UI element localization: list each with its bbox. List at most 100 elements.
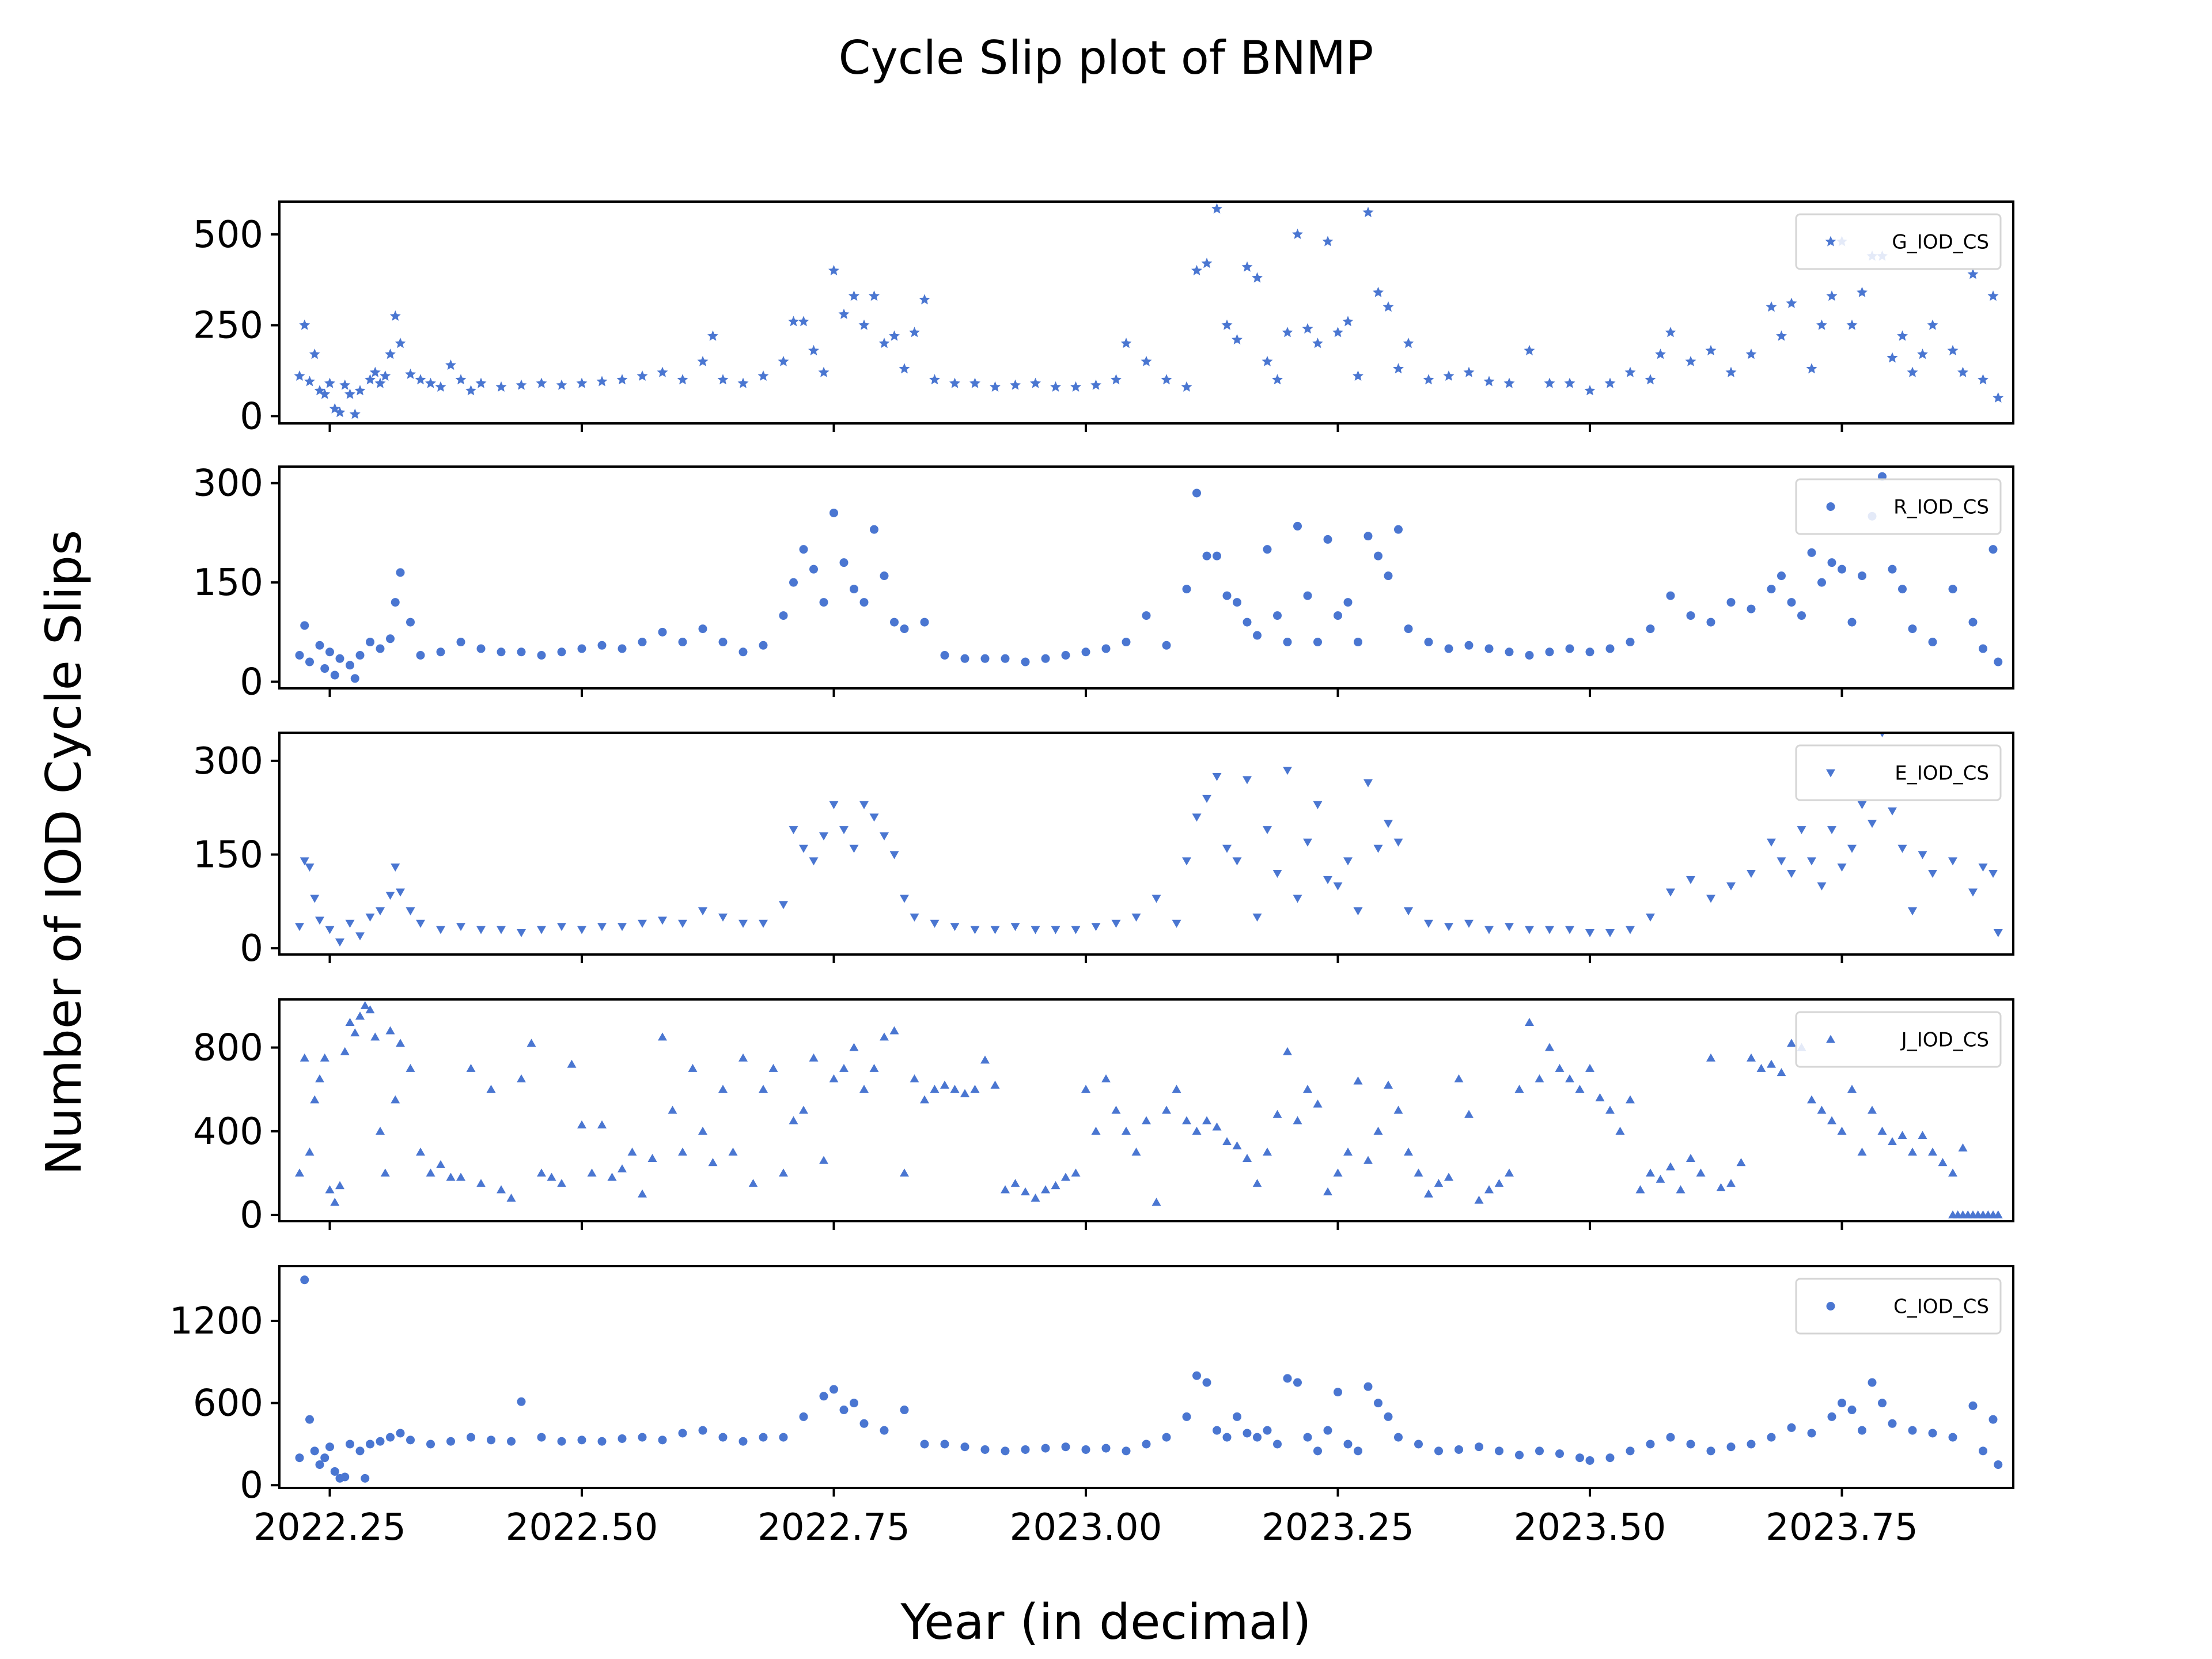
data-point <box>658 1435 667 1445</box>
data-point <box>345 919 355 928</box>
data-point <box>1404 907 1413 916</box>
x-tick-label: 2022.75 <box>757 1506 910 1549</box>
data-point <box>537 926 546 934</box>
data-point <box>658 916 667 925</box>
data-point <box>707 330 718 341</box>
data-point <box>960 1089 969 1097</box>
data-point <box>1090 379 1101 390</box>
data-point <box>880 1426 889 1435</box>
y-tick-label: 300 <box>193 463 263 505</box>
data-point <box>1252 913 1262 922</box>
data-point <box>1221 319 1233 330</box>
data-point <box>1545 926 1554 934</box>
legend-marker <box>1826 769 1835 778</box>
data-point <box>507 1437 516 1446</box>
data-point <box>819 1156 828 1164</box>
data-point <box>396 1429 405 1438</box>
y-tick-label: 600 <box>193 1382 263 1425</box>
data-point <box>396 888 405 897</box>
data-point <box>970 1085 980 1093</box>
data-point <box>577 1435 586 1445</box>
data-point <box>1706 618 1715 627</box>
data-point <box>1374 551 1382 560</box>
data-point <box>789 578 798 587</box>
data-point <box>738 1437 748 1446</box>
data-point <box>1394 525 1403 534</box>
data-point <box>1091 923 1101 931</box>
data-point <box>1384 1412 1393 1421</box>
data-point <box>527 1039 536 1047</box>
data-point <box>1302 323 1313 334</box>
data-point <box>506 1194 516 1202</box>
data-point <box>1927 319 1938 330</box>
axes-frame <box>278 200 2014 425</box>
data-point <box>587 1168 597 1177</box>
data-point <box>1967 268 1979 279</box>
data-point <box>1475 1442 1483 1452</box>
subplot-G_IOD_CS: 0 250 500 G_IOD_CS <box>193 200 2014 438</box>
data-point <box>1726 1179 1736 1187</box>
data-point <box>1232 1141 1242 1150</box>
data-point <box>517 929 526 938</box>
data-point <box>1928 638 1937 647</box>
data-point <box>1283 1374 1292 1383</box>
data-point <box>718 1433 728 1442</box>
data-point <box>819 1392 828 1401</box>
data-point <box>1747 604 1756 613</box>
data-point <box>889 851 899 859</box>
x-tick-label: 2022.50 <box>506 1506 658 1549</box>
data-point <box>1363 1156 1373 1164</box>
data-point <box>1514 1085 1524 1093</box>
data-point <box>829 1074 839 1083</box>
data-point <box>537 1168 546 1177</box>
data-point <box>1847 1085 1857 1093</box>
data-point <box>1021 1187 1030 1196</box>
data-point <box>1545 1043 1554 1051</box>
data-point <box>487 1435 495 1445</box>
data-point <box>497 926 506 934</box>
data-point <box>1786 297 1797 308</box>
legend-box <box>1795 744 2002 801</box>
data-point <box>1213 1426 1221 1435</box>
data-point <box>537 651 546 660</box>
legend-box <box>1795 213 2002 270</box>
data-point <box>1706 895 1715 903</box>
data-point <box>346 1440 354 1449</box>
data-point <box>1001 654 1010 663</box>
data-point <box>1394 1433 1403 1442</box>
legend-box <box>1795 1278 2002 1335</box>
data-point <box>1747 1440 1756 1449</box>
axes-frame <box>278 465 2014 690</box>
data-point <box>416 919 425 928</box>
data-point <box>1323 1426 1332 1435</box>
data-point <box>597 641 607 650</box>
data-point <box>718 913 728 922</box>
data-point <box>1898 585 1907 594</box>
data-point <box>1252 1179 1262 1187</box>
data-point <box>436 1160 445 1168</box>
data-point <box>1847 1406 1857 1415</box>
data-point <box>1334 1388 1342 1397</box>
data-point <box>1424 638 1433 647</box>
data-point <box>1624 366 1636 377</box>
data-point <box>1494 1179 1504 1187</box>
data-point <box>1525 1017 1534 1026</box>
data-point <box>1263 1426 1272 1435</box>
data-point <box>960 654 969 663</box>
data-point <box>536 377 547 388</box>
y-tick-label: 400 <box>193 1111 263 1153</box>
data-point <box>1858 1426 1866 1435</box>
data-point <box>1353 370 1363 381</box>
y-tick-label: 0 <box>240 927 263 970</box>
data-point <box>950 923 960 931</box>
data-point <box>556 379 567 390</box>
y-tick-label: 0 <box>240 1464 263 1507</box>
data-point <box>391 1095 400 1104</box>
data-point <box>728 1147 738 1156</box>
data-point <box>1515 1450 1524 1460</box>
data-point <box>1646 913 1655 922</box>
data-point <box>1212 772 1222 781</box>
data-point <box>476 1179 486 1187</box>
data-point <box>880 1032 889 1041</box>
data-point <box>1838 565 1846 574</box>
